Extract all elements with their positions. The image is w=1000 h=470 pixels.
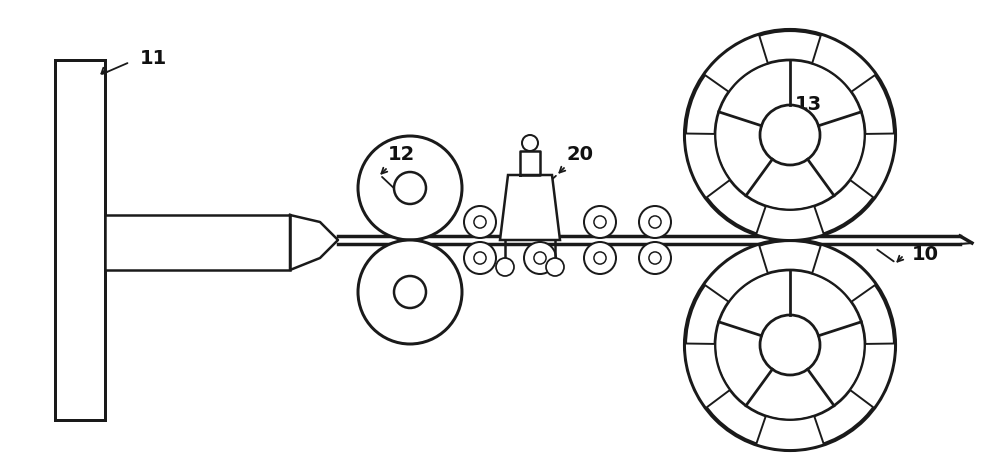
Polygon shape — [704, 35, 768, 92]
Circle shape — [685, 30, 895, 240]
Circle shape — [760, 315, 820, 375]
Circle shape — [584, 242, 616, 274]
Circle shape — [639, 242, 671, 274]
Text: 10: 10 — [912, 245, 939, 265]
Text: 12: 12 — [388, 146, 415, 164]
Polygon shape — [850, 344, 895, 408]
Polygon shape — [812, 35, 876, 92]
Circle shape — [594, 252, 606, 264]
Polygon shape — [756, 416, 824, 450]
Polygon shape — [685, 133, 730, 198]
Polygon shape — [756, 206, 824, 240]
Circle shape — [524, 206, 556, 238]
Circle shape — [474, 216, 486, 228]
Text: 11: 11 — [140, 48, 167, 68]
Bar — [105, 215, 290, 270]
Circle shape — [584, 206, 616, 238]
Polygon shape — [850, 133, 895, 198]
Circle shape — [649, 216, 661, 228]
Circle shape — [394, 172, 426, 204]
Text: 13: 13 — [795, 95, 822, 115]
Circle shape — [534, 216, 546, 228]
Circle shape — [594, 216, 606, 228]
Circle shape — [358, 136, 462, 240]
Bar — [55, 60, 105, 420]
Circle shape — [546, 258, 564, 276]
Polygon shape — [685, 344, 730, 408]
Circle shape — [685, 240, 895, 450]
Circle shape — [522, 135, 538, 151]
Circle shape — [464, 242, 496, 274]
Circle shape — [474, 252, 486, 264]
Circle shape — [524, 242, 556, 274]
Circle shape — [534, 252, 546, 264]
Circle shape — [649, 252, 661, 264]
Polygon shape — [704, 245, 768, 302]
Circle shape — [358, 240, 462, 344]
Polygon shape — [812, 245, 876, 302]
Polygon shape — [500, 175, 560, 240]
Circle shape — [760, 105, 820, 165]
Circle shape — [394, 276, 426, 308]
Circle shape — [464, 206, 496, 238]
Circle shape — [496, 258, 514, 276]
Circle shape — [639, 206, 671, 238]
Text: 20: 20 — [567, 146, 594, 164]
